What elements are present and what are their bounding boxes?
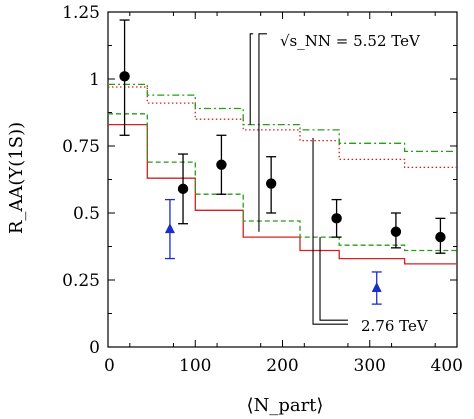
series-green-dashdot-552 bbox=[108, 83, 457, 153]
blue-triangles-marker bbox=[371, 282, 382, 293]
black-circles-marker bbox=[265, 178, 277, 189]
axis-labels: ⟨N_part⟩ R_AA(Υ(1S)) bbox=[6, 122, 323, 416]
series-green-dashed-276 bbox=[108, 113, 457, 252]
annotation-2-76-tev: 2.76 TeV bbox=[361, 317, 429, 335]
black-circles-marker bbox=[390, 226, 402, 237]
y-tick-label: 0 bbox=[89, 338, 100, 358]
y-tick-label: 1 bbox=[89, 70, 100, 90]
annotation-276-pointer-1 bbox=[312, 137, 348, 325]
x-axis-label: ⟨N_part⟩ bbox=[247, 395, 324, 416]
x-tick-label: 0 bbox=[104, 356, 115, 376]
black-circles-marker bbox=[177, 183, 189, 195]
y-tick-label: 0.5 bbox=[73, 204, 100, 224]
black-circles-marker bbox=[435, 231, 446, 243]
axes bbox=[107, 11, 458, 348]
series-layer bbox=[108, 83, 457, 265]
annotation-552-pointer-1 bbox=[258, 33, 267, 232]
annotation-5-52-tev: √s_NN = 5.52 TeV bbox=[280, 32, 421, 50]
plot-frame bbox=[107, 11, 458, 348]
x-tick-label: 300 bbox=[354, 356, 386, 376]
y-tick-label: 0.75 bbox=[62, 137, 100, 157]
series-red-solid-276 bbox=[108, 123, 457, 265]
points-layer bbox=[119, 19, 446, 305]
black-circles-marker bbox=[216, 159, 227, 170]
x-tick-label: 200 bbox=[266, 356, 298, 376]
y-tick-label: 0.25 bbox=[62, 271, 100, 291]
tick-labels: 0 100 200 300 400 0 0.25 0.5 0.75 1 1.25 bbox=[62, 3, 463, 376]
x-tick-label: 400 bbox=[431, 356, 463, 376]
annotation-552-pointer-2 bbox=[249, 33, 254, 125]
black-circles-marker bbox=[331, 213, 342, 224]
annotation-276-pointer-2 bbox=[319, 237, 348, 321]
blue-triangles-marker bbox=[164, 223, 175, 234]
series-red-dotted-552 bbox=[108, 86, 457, 169]
y-tick-label: 1.25 bbox=[62, 3, 100, 23]
y-axis-label: R_AA(Υ(1S)) bbox=[6, 122, 27, 234]
x-tick-label: 100 bbox=[179, 356, 211, 376]
black-circles-marker bbox=[119, 71, 130, 82]
annotation-layer: √s_NN = 5.52 TeV 2.76 TeV bbox=[249, 32, 429, 335]
